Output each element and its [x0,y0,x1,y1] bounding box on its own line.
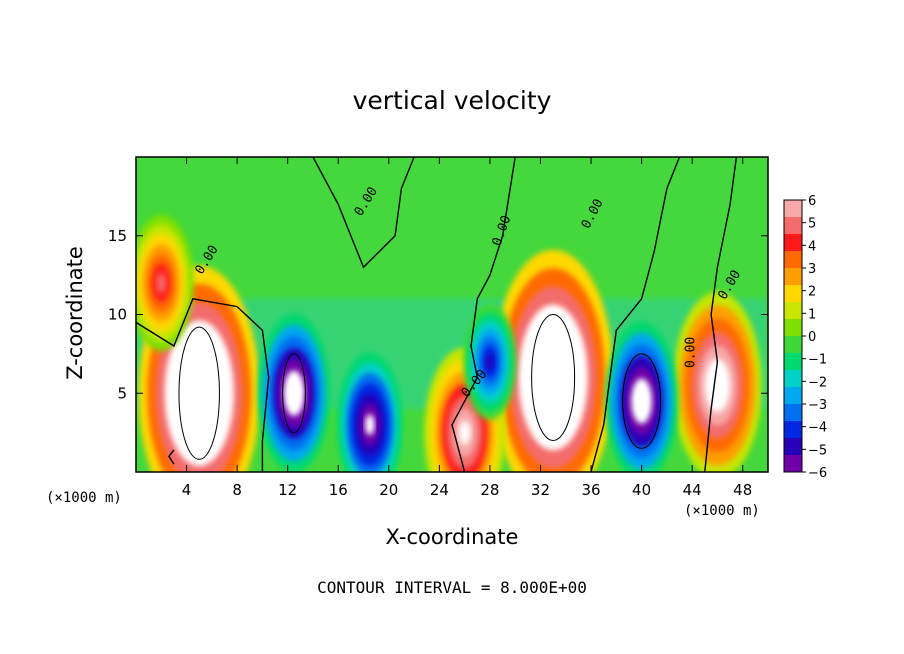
updraft-level [190,375,208,412]
y-tick-label: 5 [117,384,127,402]
x-tick-label: 8 [232,481,242,499]
downdraft-level [636,389,647,413]
colorbar-label: 6 [808,194,816,209]
heatmap-field [136,157,768,472]
x-tick-label: 28 [480,481,499,499]
colorbar-label: −3 [808,398,827,413]
updraft-level [711,372,724,399]
chart-title: vertical velocity [352,86,552,115]
colorbar-label: 2 [808,285,816,300]
colorbar-swatch [784,285,802,303]
colorbar-swatch [784,421,802,439]
zero-contour [312,157,415,269]
contour-label: 0.00 [684,337,699,368]
colorbar-swatch [784,302,802,320]
updraft-cell [672,291,762,472]
updraft-level [458,420,471,445]
colorbar-swatch [784,370,802,388]
colorbar-swatch [784,217,802,235]
colorbar-swatch [784,438,802,456]
x-unit-left: (×1000 m) [46,490,122,506]
x-tick-label: 20 [379,481,398,499]
colorbar-swatch [784,336,802,354]
downdraft-cell [605,321,678,472]
colorbar-label: 3 [808,262,816,277]
zero-contour [451,157,516,472]
colorbar: 6 5 4 3 2 1 0 −1 −2 −3 −4 −5 −6 [783,194,827,481]
colorbar-label: −5 [808,443,827,458]
zero-contour [136,298,270,472]
colorbar-label: −6 [808,466,827,481]
updraft-cell [492,249,614,472]
inner-contour [282,353,306,434]
x-tick-label: 36 [581,481,600,499]
colorbar-label: 5 [808,217,816,232]
colorbar-label: −1 [808,353,827,368]
colorbar-swatch [784,268,802,286]
x-tick-label: 4 [182,481,192,499]
colorbar-label: 1 [808,307,816,322]
x-tick-label: 40 [632,481,651,499]
colorbar-swatch [784,353,802,371]
colorbar-swatch [784,319,802,337]
y-tick-label: 15 [108,227,127,245]
colorbar-swatch [784,404,802,422]
colorbar-swatch [784,455,802,473]
colorbar-label: −2 [808,375,827,390]
inner-contour [531,314,576,441]
colorbar-swatch [784,251,802,269]
x-tick-label: 24 [430,481,449,499]
y-tick-label: 10 [108,306,127,324]
x-tick-label: 32 [531,481,550,499]
colorbar-label: 0 [808,330,816,345]
zero-contour [590,157,681,472]
downdraft-cell [257,313,331,472]
x-unit-right: (×1000 m) [684,503,760,519]
updraft-level [544,359,562,396]
contour-interval-note: CONTOUR INTERVAL = 8.000E+00 [317,578,587,597]
inner-contour [178,326,220,460]
downdraft-level [486,353,494,371]
colorbar-label: 4 [808,239,816,254]
downdraft-cell [336,352,403,472]
inner-contour [622,353,662,449]
x-tick-label: 16 [329,481,348,499]
colorbar-swatch [784,200,802,218]
colorbar-swatch [784,234,802,252]
x-tick-label: 44 [683,481,702,499]
x-tick-label: 48 [733,481,752,499]
updraft-level [156,273,166,293]
x-tick-label: 12 [278,481,297,499]
colorbar-swatch [784,387,802,405]
x-axis-label: X-coordinate [385,525,519,549]
downdraft-level [288,381,300,405]
updraft-cell [136,214,194,352]
downdraft-cell [463,303,517,420]
colorbar-label: −4 [808,421,827,436]
zero-contour [704,157,738,472]
zero-contour [168,449,175,465]
downdraft-level [365,414,375,436]
